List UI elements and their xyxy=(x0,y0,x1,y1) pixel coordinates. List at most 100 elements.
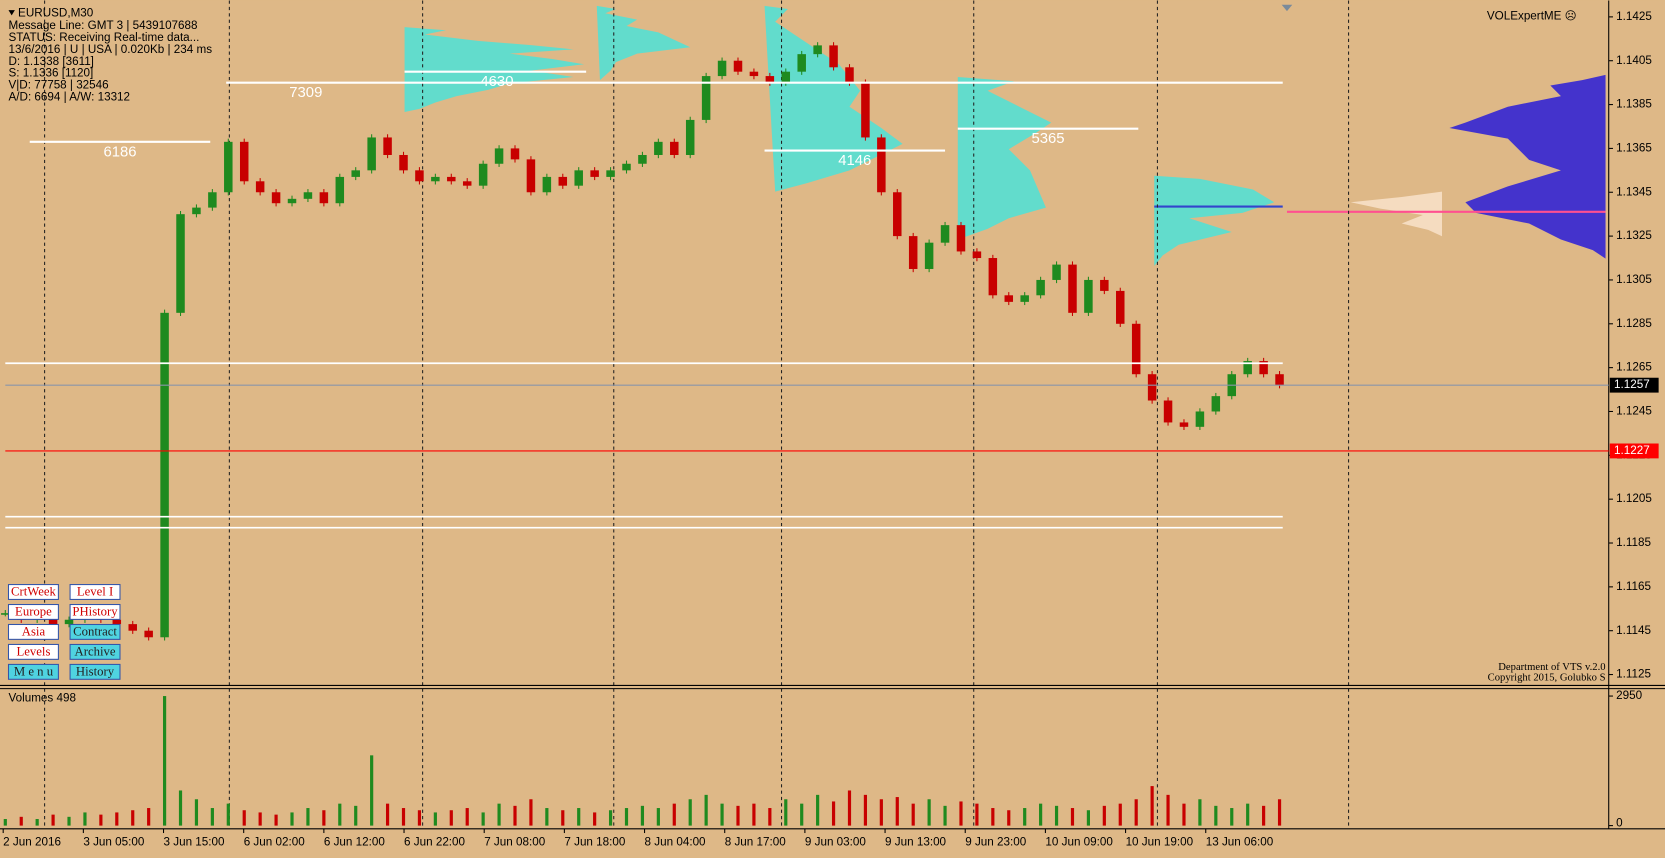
candle-body xyxy=(845,67,854,83)
price-tick-label: 1.1345 xyxy=(1616,185,1652,198)
volume-bar xyxy=(1230,808,1234,826)
volume-bar xyxy=(274,814,278,826)
candle-body xyxy=(1259,361,1268,375)
candle-body xyxy=(431,176,440,182)
status-line: D: 1.1338 [3611] xyxy=(8,55,93,68)
volume-bar xyxy=(83,812,87,826)
candle-body xyxy=(1020,295,1029,302)
button-label[interactable]: PHistory xyxy=(72,604,118,618)
candle-body xyxy=(415,170,424,182)
footer: Department of VTS v.2.0 xyxy=(1498,662,1605,673)
button-face[interactable] xyxy=(7,603,59,620)
price-tick-label: 1.1385 xyxy=(1616,98,1652,111)
button-label[interactable]: Levels xyxy=(16,644,50,658)
volume-bar xyxy=(672,803,676,826)
volume-bar xyxy=(497,803,501,826)
candle-body xyxy=(717,60,727,77)
button-label[interactable]: M e n u xyxy=(14,664,54,678)
volume-bar xyxy=(1039,803,1043,826)
button[interactable]: Asia xyxy=(7,623,59,640)
button-label[interactable]: Europe xyxy=(15,604,52,618)
volume-bar xyxy=(1246,803,1250,826)
candle-body xyxy=(526,159,536,193)
button-face[interactable] xyxy=(7,623,59,640)
button-label[interactable]: Asia xyxy=(22,624,46,638)
button[interactable]: Levels xyxy=(7,643,59,660)
button-face[interactable] xyxy=(69,623,121,640)
price-tag-label: 1.1257 xyxy=(1614,378,1650,391)
status-line: A/D: 6694 | A/W: 13312 xyxy=(8,90,130,103)
volume-bar xyxy=(784,799,788,826)
candle-body xyxy=(781,71,791,83)
candle-body xyxy=(383,137,392,155)
price-tick-label: 1.1265 xyxy=(1616,361,1652,374)
status-line: S: 1.1336 [1120] xyxy=(8,67,93,80)
session-profile xyxy=(1350,191,1443,237)
volume-bar xyxy=(927,799,931,826)
candle-body xyxy=(510,148,520,160)
button-face[interactable] xyxy=(7,584,59,600)
candle-body xyxy=(1004,295,1014,302)
candle-body xyxy=(1068,264,1077,313)
candle-body xyxy=(399,154,408,171)
volume-tick-label: 0 xyxy=(1616,817,1623,830)
time-label: 9 Jun 23:00 xyxy=(965,836,1027,849)
button-face[interactable] xyxy=(69,643,121,660)
candle-body xyxy=(287,198,297,204)
button[interactable]: Archive xyxy=(69,643,121,660)
volume-bar xyxy=(433,812,437,826)
button[interactable]: Contract xyxy=(69,623,121,640)
footer: Copyright 2015, Golubko S xyxy=(1488,672,1606,683)
volume-bar xyxy=(1070,808,1075,826)
status-line: 13/6/2016 | U | USA | 0.020Kb | 234 ms xyxy=(8,43,212,56)
candle-body xyxy=(351,170,360,177)
candle-body xyxy=(1243,361,1252,375)
candle-body xyxy=(956,225,966,252)
button[interactable]: CrtWeek xyxy=(7,584,59,600)
button[interactable]: History xyxy=(69,663,121,680)
time-label: 13 Jun 06:00 xyxy=(1206,836,1274,849)
button-face[interactable] xyxy=(69,584,121,600)
button-face[interactable] xyxy=(69,603,121,620)
volume-bar xyxy=(449,810,453,826)
candle-body xyxy=(622,163,631,171)
price-tag xyxy=(1609,443,1659,459)
volume-bar xyxy=(1166,794,1170,826)
price-tag xyxy=(1609,377,1659,393)
time-label: 10 Jun 19:00 xyxy=(1126,836,1194,849)
time-label: 8 Jun 04:00 xyxy=(645,836,707,849)
volume-bar xyxy=(991,808,995,826)
button[interactable]: PHistory xyxy=(69,603,121,620)
price-tick-label: 1.1365 xyxy=(1616,141,1652,154)
candle-body xyxy=(335,176,345,204)
volume-bar xyxy=(338,803,342,826)
button-label[interactable]: Archive xyxy=(75,644,116,658)
candle-body xyxy=(701,76,711,120)
volume-bar xyxy=(688,799,692,826)
button-label[interactable]: CrtWeek xyxy=(11,584,57,598)
candle-body xyxy=(255,181,265,193)
candle-body xyxy=(940,225,950,243)
button-label[interactable]: Contract xyxy=(73,624,117,638)
button-label[interactable]: History xyxy=(76,664,115,678)
volume-bar xyxy=(911,803,915,826)
profile-shape xyxy=(404,27,585,113)
time-label: 2 Jun 2016 xyxy=(3,836,61,849)
button[interactable]: M e n u xyxy=(7,663,59,680)
button-face[interactable] xyxy=(69,663,121,680)
volume-bar xyxy=(1150,786,1154,826)
volume-bar xyxy=(831,801,836,826)
candle-body xyxy=(1036,279,1045,296)
volume-bar xyxy=(1102,805,1106,826)
price-tick-label: 1.1145 xyxy=(1616,624,1651,637)
profile-label: 5365 xyxy=(1032,131,1065,147)
volume-bar xyxy=(290,812,294,826)
button-label[interactable]: Level I xyxy=(77,584,113,598)
button-face[interactable] xyxy=(7,663,59,680)
button[interactable]: Level I xyxy=(69,584,121,600)
candle-body xyxy=(1195,411,1205,427)
button-face[interactable] xyxy=(7,643,59,660)
volume-bar xyxy=(354,805,358,826)
volume-bar xyxy=(943,805,947,826)
button[interactable]: Europe xyxy=(7,603,59,620)
